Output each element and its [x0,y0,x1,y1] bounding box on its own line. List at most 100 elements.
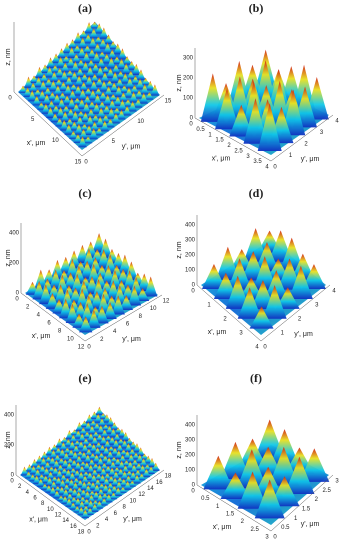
surface-peak [130,464,138,474]
surface-peak [140,83,149,95]
surface-peak [82,51,91,63]
z-tick-label: 200 [9,261,20,267]
x-tick-label: 14 [62,518,69,524]
surface-peak [64,468,73,478]
surface-peak [89,481,97,490]
surface-peak [61,105,71,114]
surface-peak [237,287,262,319]
y-tick-label: 0 [84,160,88,166]
surface-peak [134,469,142,477]
surface-peak [76,479,85,488]
surface-peak [46,471,55,480]
y-tick-label: 2.5 [322,488,331,494]
y-tick-label: 6 [114,511,118,517]
surface-peak [67,449,75,458]
surface-peak [125,77,135,89]
surface-peak [89,420,97,427]
surface-peak [87,464,95,474]
surface-peak [56,106,65,118]
surface-peak [39,284,53,305]
surface-peak [113,96,123,106]
surface-peak [65,430,74,440]
y-tick-label: 4 [335,119,339,125]
surface-peak [126,461,134,470]
surface-peak [111,295,125,315]
x-tick-label: 0 [10,479,14,485]
surface-peak [103,302,117,319]
surface-peak [78,496,87,503]
z-tick-label: 0 [192,283,196,289]
surface-peak [66,57,76,68]
surface-peak [128,448,136,456]
surface-peak [243,98,268,144]
surface-peak [87,432,95,442]
surface-peak [122,56,132,65]
y-axis-label: y', μm [122,143,141,150]
surface-peak [66,457,74,465]
y-tick-label: 10 [130,498,137,504]
surface-peak [77,506,86,516]
x-tick-label: 2 [241,519,245,525]
surface-peak [243,228,268,262]
surface-peak [59,441,68,451]
surface-peak [119,449,128,456]
surface-peak [91,63,100,73]
x-tick-label: 16 [70,524,77,530]
surface-peak [102,105,111,115]
x-tick-label: 1.5 [226,512,235,518]
surface-peak [70,121,79,131]
x-tick-label: 0 [189,122,193,128]
surface-peak [95,500,104,509]
axis-line [196,284,262,342]
surface-peak [89,28,98,39]
x-tick-label: 1 [207,303,211,309]
surface-peak [49,486,57,496]
surface-peak [106,450,114,460]
surface-peak [118,254,132,275]
surface-peak [87,48,97,59]
surface-peak [111,63,121,74]
surface-peak [50,259,65,279]
z-tick-label: 0 [190,116,194,122]
surface-peak [125,470,134,477]
surface-peak [81,509,90,519]
surface-peak [55,438,64,448]
surface-peak [72,97,82,105]
panel-label: (f) [250,371,262,385]
surface-peak [91,436,99,446]
y-tick-label: 0 [273,165,277,171]
x-tick-label: 10 [67,337,74,343]
surface-peak [65,70,75,78]
axis-line [20,292,86,342]
surface-peak [227,76,252,123]
surface-peak [50,64,60,73]
surface-peak [145,92,154,100]
z-tick-label: 100 [185,268,196,274]
z-axis-label: z, nm [176,74,183,91]
surface-peak [76,110,86,118]
surface-peak [82,102,91,114]
surface-peak [80,123,89,131]
x-tick-label: 2 [227,143,231,149]
surface-peak [47,466,56,473]
z-tick-label: 400 [185,423,196,429]
surface-peak [279,237,304,271]
surface-peak [65,462,74,472]
y-tick-label: 2 [100,337,104,343]
surface-peak [109,82,119,93]
surface-peak [103,414,111,423]
z-tick-label: 100 [183,96,194,102]
surface-peak [73,440,81,446]
surface-peak [110,422,119,430]
surface-peak [102,446,111,456]
y-tick-label: 4 [332,289,336,295]
surface-peak [76,450,84,457]
surface-peak [101,492,109,500]
surface-peak [63,447,72,454]
surface-peak [82,505,90,513]
surface-peak [96,57,106,68]
surface-peak [133,98,143,108]
surface-peak [97,488,105,497]
